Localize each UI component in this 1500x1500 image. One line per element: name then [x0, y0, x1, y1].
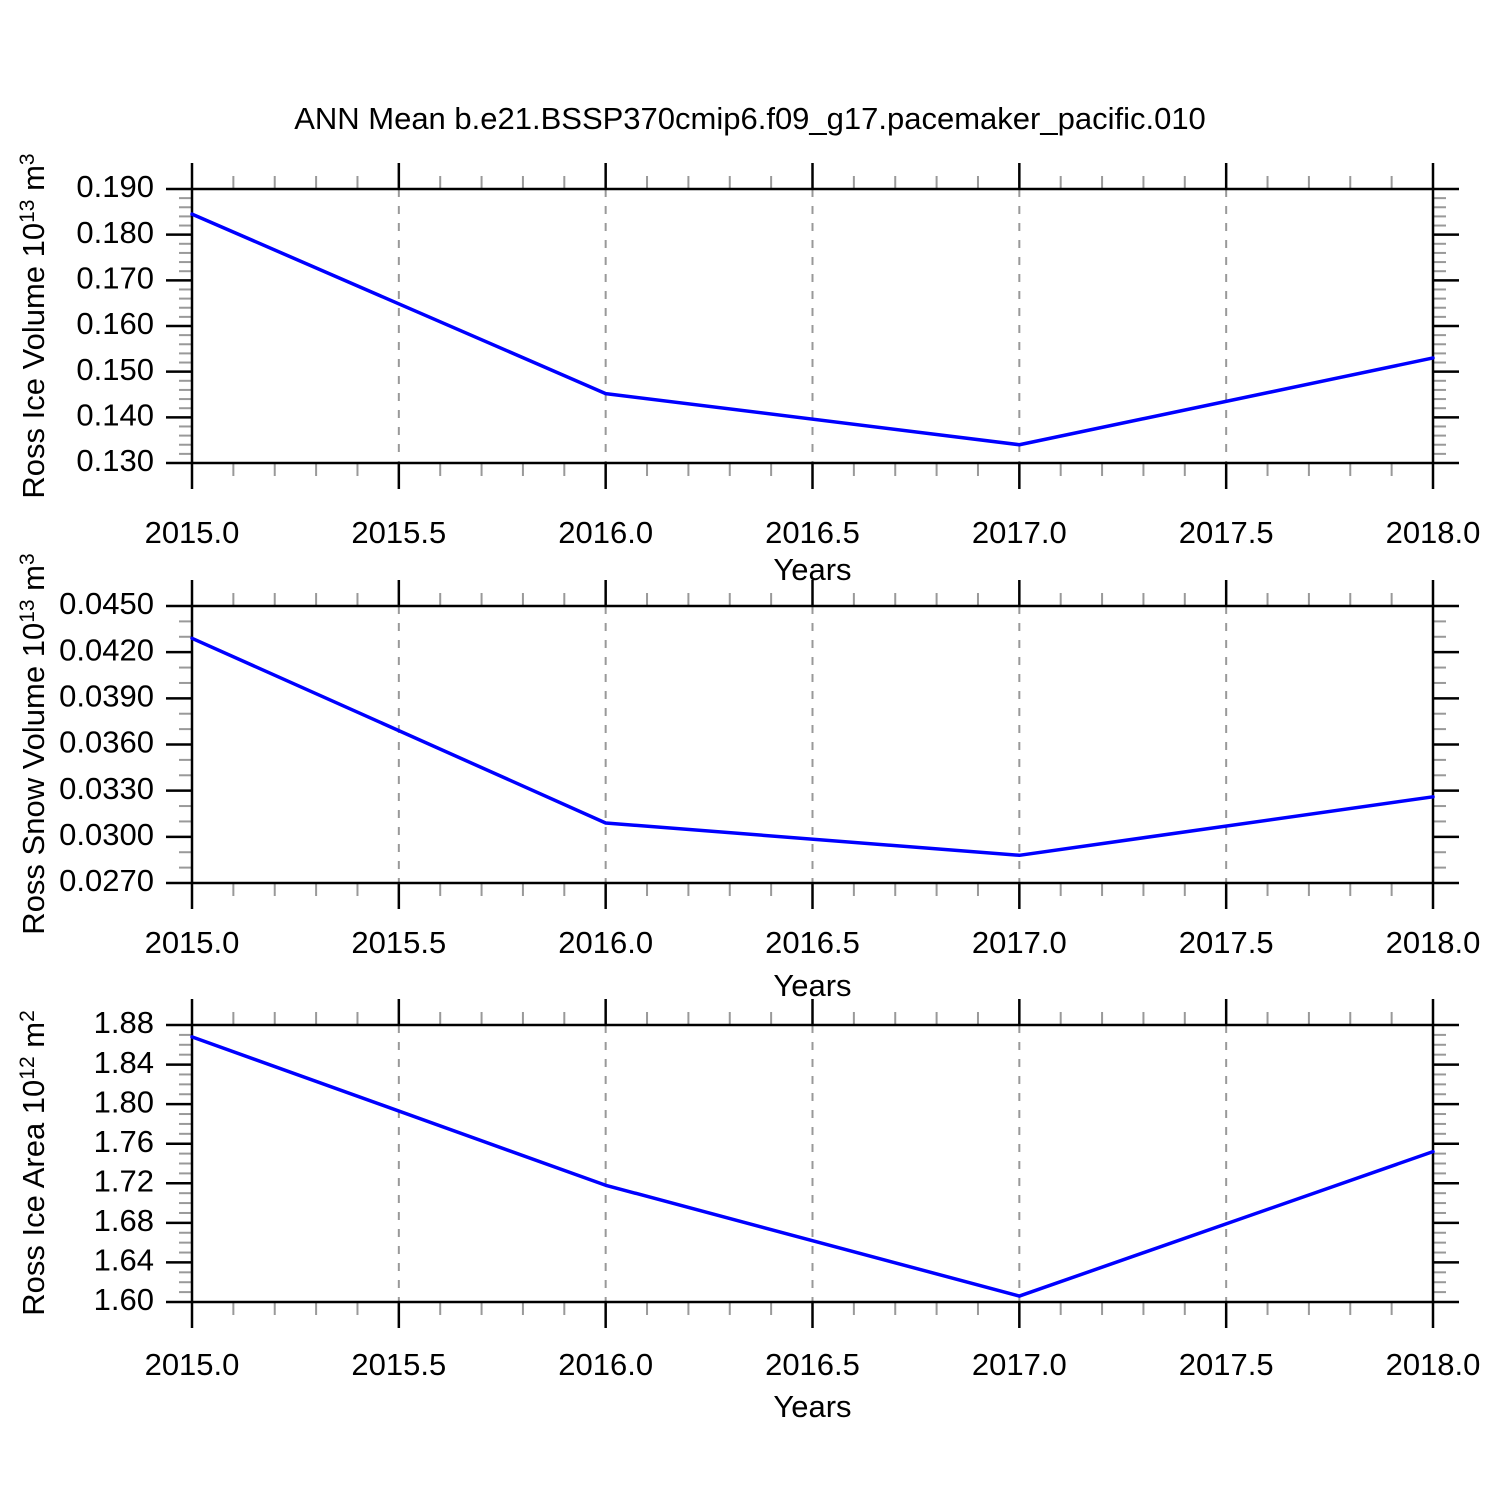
panel2-x-tick-label: 2016.0: [558, 925, 653, 960]
panel2-x-axis-title: Years: [773, 968, 851, 1003]
panel1-x-tick-label: 2015.0: [145, 515, 240, 550]
panel3-y-tick-label: 1.88: [94, 1005, 154, 1040]
panel3-y-tick-label: 1.60: [94, 1282, 154, 1317]
panel1-y-tick-label: 0.190: [76, 169, 154, 204]
panel1-x-tick-label: 2017.5: [1179, 515, 1274, 550]
panel2-x-tick-label: 2016.5: [765, 925, 860, 960]
panel3-y-tick-label: 1.80: [94, 1084, 154, 1119]
panel3-x-tick-label: 2017.0: [972, 1347, 1067, 1382]
panel1-plot-frame: [190, 187, 1435, 465]
panel2-x-tick-label: 2015.5: [351, 925, 446, 960]
panel2-plot-frame: [190, 604, 1435, 885]
panel1-x-tick-label: 2016.5: [765, 515, 860, 550]
panel2-x-tick-label: 2017.0: [972, 925, 1067, 960]
panel3-y-tick-label: 1.68: [94, 1203, 154, 1238]
panel3-y-tick-label: 1.72: [94, 1163, 154, 1198]
panel1-data-line: [190, 212, 1435, 447]
panel3-y-tick-label: 1.76: [94, 1124, 154, 1159]
panel2-y-tick-label: 0.0360: [59, 725, 154, 760]
panel3-x-tick-label: 2015.0: [145, 1347, 240, 1382]
panel2-x-tick-label: 2015.0: [145, 925, 240, 960]
panel1-x-tick-label: 2015.5: [351, 515, 446, 550]
panel1-y-tick-label: 0.150: [76, 352, 154, 387]
panel2-y-tick-label: 0.0270: [59, 863, 154, 898]
panel3-y-tick-label: 1.84: [94, 1045, 154, 1080]
panel1-y-tick-label: 0.170: [76, 261, 154, 296]
panel1-y-tick-label: 0.180: [76, 215, 154, 250]
panel2-y-tick-label: 0.0300: [59, 817, 154, 852]
panel2-y-tick-label: 0.0330: [59, 771, 154, 806]
panel3-x-tick-label: 2018.0: [1386, 1347, 1481, 1382]
panel3-x-tick-label: 2015.5: [351, 1347, 446, 1382]
panel1-x-tick-label: 2018.0: [1386, 515, 1481, 550]
panel3-x-tick-label: 2016.5: [765, 1347, 860, 1382]
panel2-x-tick-label: 2018.0: [1386, 925, 1481, 960]
chart-title: ANN Mean b.e21.BSSP370cmip6.f09_g17.pace…: [294, 101, 1206, 136]
panel3-y-tick-label: 1.64: [94, 1243, 154, 1278]
panel2-data-line: [190, 636, 1435, 858]
panel2-y-tick-label: 0.0390: [59, 679, 154, 714]
panel3-plot-frame: [190, 1023, 1435, 1304]
panel1-y-tick-label: 0.130: [76, 443, 154, 478]
panel3-x-tick-label: 2016.0: [558, 1347, 653, 1382]
panel2-y-tick-label: 0.0420: [59, 632, 154, 667]
panel2-x-tick-label: 2017.5: [1179, 925, 1274, 960]
panel2-y-tick-label: 0.0450: [59, 586, 154, 621]
panel1-y-tick-label: 0.160: [76, 306, 154, 341]
panel3-x-axis-title: Years: [773, 1389, 851, 1424]
panel1-x-tick-label: 2016.0: [558, 515, 653, 550]
panel1-y-tick-label: 0.140: [76, 398, 154, 433]
panel3-x-tick-label: 2017.5: [1179, 1347, 1274, 1382]
panel3-data-line: [190, 1035, 1435, 1298]
panel1-x-tick-label: 2017.0: [972, 515, 1067, 550]
